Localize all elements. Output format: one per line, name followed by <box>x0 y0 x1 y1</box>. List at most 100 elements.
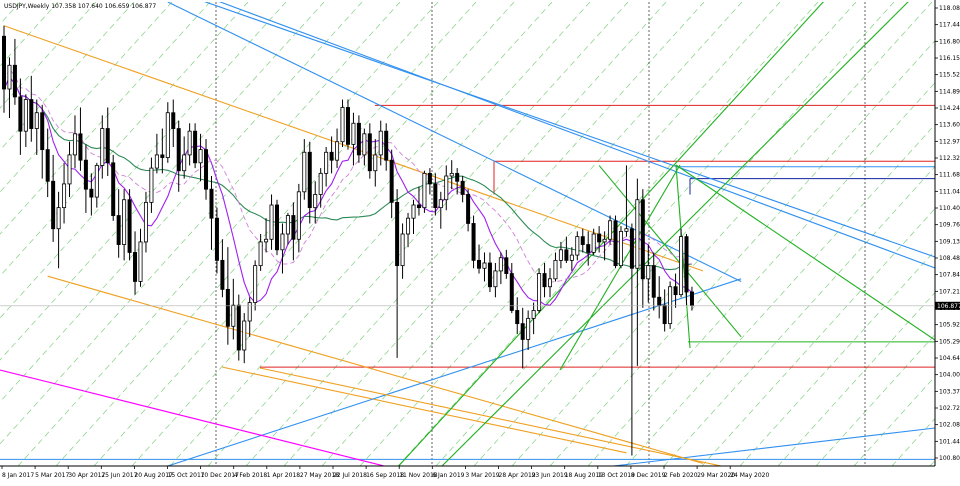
candle-body <box>302 151 307 193</box>
candle-body <box>154 154 159 169</box>
vertical-separators <box>215 2 866 466</box>
candle-body <box>635 199 640 269</box>
candle-body <box>673 286 678 296</box>
candle-body <box>209 188 214 219</box>
candle-body <box>351 122 356 145</box>
candle-body <box>438 199 443 209</box>
y-tick-label: 105.290 <box>939 338 960 345</box>
candle-body <box>586 244 591 253</box>
grid-diagonal-line <box>359 2 781 466</box>
candle-body <box>67 154 72 185</box>
y-tick-label: 102.725 <box>939 405 960 412</box>
y-tick-label: 117.440 <box>939 22 960 29</box>
channel-line <box>675 164 935 341</box>
candle-body <box>18 96 23 132</box>
candle-body <box>269 204 274 240</box>
grid-diagonal-line <box>0 2 249 277</box>
candle-body <box>335 141 340 161</box>
trend-line-orange <box>47 275 704 464</box>
y-tick-label: 114.245 <box>939 105 960 112</box>
grid-diagonal-line <box>777 292 935 466</box>
candle-body <box>220 259 225 290</box>
candle-body <box>313 194 318 209</box>
y-tick-label: 112.970 <box>939 138 960 145</box>
channel-line <box>218 2 935 269</box>
x-tick-label: 4 Feb 2018 <box>234 472 268 479</box>
x-tick-label: 27 May 2018 <box>300 472 339 479</box>
candle-body <box>504 257 509 274</box>
candle-body <box>466 194 471 224</box>
x-tick-label: 13 Oct 2019 <box>598 472 635 479</box>
candle-body <box>72 133 77 156</box>
y-tick-label: 107.210 <box>939 288 960 295</box>
grid-diagonal-line <box>511 2 933 466</box>
x-tick-label: 28 Apr 2019 <box>499 472 536 479</box>
candle-body <box>569 254 574 261</box>
y-tick-label: 100.800 <box>939 455 960 462</box>
y-tick-label: 111.680 <box>939 172 960 179</box>
grid-diagonal-line <box>701 208 935 466</box>
candle-body <box>444 175 449 201</box>
channel-line <box>0 369 387 466</box>
candle-body <box>291 215 296 240</box>
candle-body <box>684 236 689 293</box>
y-tick-label: 102.080 <box>939 422 960 429</box>
x-tick-label: 8 Dec 2019 <box>631 472 666 479</box>
candle-body <box>296 191 301 240</box>
candle-body <box>422 172 427 209</box>
x-tick-label: 24 May 2020 <box>730 472 769 479</box>
y-tick-label: 101.445 <box>939 438 960 445</box>
candle-body <box>460 180 465 195</box>
candle-body <box>111 162 116 216</box>
candle-body <box>515 310 520 325</box>
candle-body <box>613 220 618 267</box>
x-tick-label: 11 Nov 2018 <box>399 472 438 479</box>
grid-diagonal-line <box>17 2 439 466</box>
candle-body <box>493 270 498 288</box>
candle-body <box>537 273 542 311</box>
candle-body <box>427 172 432 185</box>
candle-body <box>40 112 45 151</box>
candle-body <box>482 262 487 269</box>
candle-body <box>526 317 531 340</box>
channel-line <box>204 2 935 258</box>
grid-diagonal-line <box>663 166 935 466</box>
grid-diagonal-line <box>0 2 97 109</box>
candle-body <box>100 128 105 166</box>
y-tick-label: 107.840 <box>939 272 960 279</box>
grid-diagonal-line <box>853 375 935 466</box>
grid-diagonal-line <box>169 2 591 466</box>
candle-body <box>285 215 290 235</box>
y-tick-label: 104.000 <box>939 372 960 379</box>
candle-body <box>318 172 323 195</box>
grid-diagonal-line <box>0 2 211 235</box>
grid-diagonal-line <box>0 2 401 445</box>
grid-diagonal-line <box>739 250 935 466</box>
x-tick-label: 29 Mar 2020 <box>697 472 735 479</box>
candle-body <box>116 215 121 245</box>
candle-body <box>29 99 34 129</box>
candle-body <box>433 183 438 209</box>
x-tick-label: 16 Sep 2018 <box>366 472 404 479</box>
y-tick-label: 109.760 <box>939 222 960 229</box>
candle-body <box>345 107 350 145</box>
grid-diagonal-line <box>587 82 935 466</box>
candle-body <box>264 238 269 243</box>
channel-line <box>259 367 724 466</box>
channel-line <box>559 164 681 371</box>
grid-diagonal-line <box>625 124 935 466</box>
trend-line-green <box>598 165 742 338</box>
candle-body <box>602 238 607 243</box>
candle-body <box>307 151 312 209</box>
y-tick-label: 114.890 <box>939 88 960 95</box>
grid-diagonal-line <box>321 2 743 466</box>
grid-diagonal-line <box>815 334 935 466</box>
candle-body <box>591 233 596 253</box>
candle-body <box>548 278 553 288</box>
candle-body <box>94 165 99 198</box>
ma-fast-line <box>3 76 693 306</box>
candle-body <box>531 310 536 319</box>
candle-body <box>455 172 460 182</box>
